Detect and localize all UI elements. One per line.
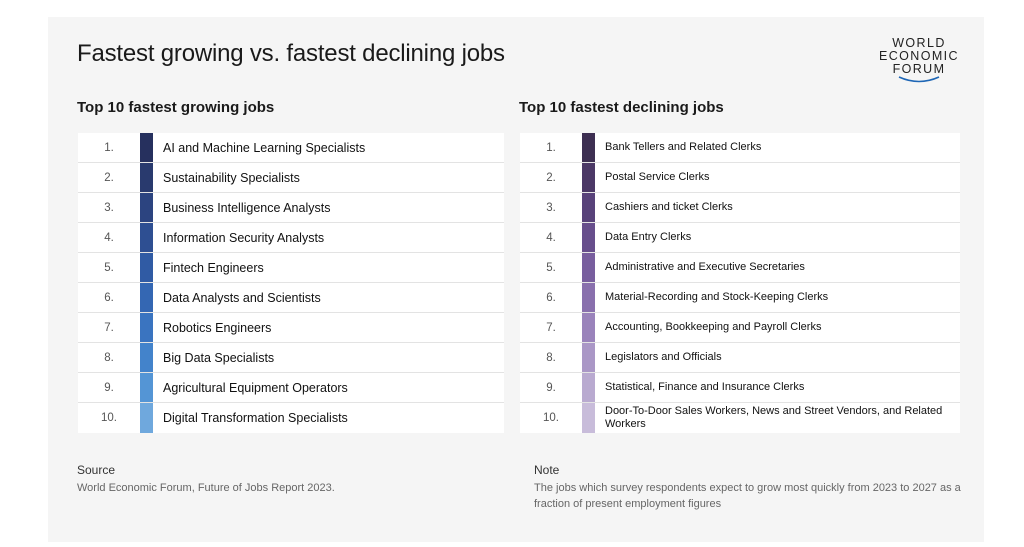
declining-job-row: 1. Bank Tellers and Related Clerks <box>520 133 960 163</box>
declining-job-rank: 1. <box>546 141 556 154</box>
declining-job-color-bar <box>582 403 595 433</box>
growing-job-rank: 8. <box>104 351 114 364</box>
source-text: World Economic Forum, Future of Jobs Rep… <box>77 482 335 494</box>
growing-job-label: Robotics Engineers <box>163 320 272 335</box>
growing-job-color-bar <box>140 343 153 372</box>
growing-job-rank: 7. <box>104 321 114 334</box>
declining-job-row: 10. Door-To-Door Sales Workers, News and … <box>520 403 960 433</box>
declining-job-label: Bank Tellers and Related Clerks <box>605 141 762 153</box>
declining-job-color-bar <box>582 193 595 222</box>
growing-job-rank: 4. <box>104 231 114 244</box>
declining-job-rank: 4. <box>546 231 556 244</box>
infographic-card: Fastest growing vs. fastest declining jo… <box>48 17 984 542</box>
growing-job-row: 2. Sustainability Specialists <box>78 163 504 193</box>
growing-job-label: Sustainability Specialists <box>163 170 300 185</box>
growing-job-row: 8. Big Data Specialists <box>78 343 504 373</box>
growing-job-label: Business Intelligence Analysts <box>163 200 331 215</box>
growing-job-label: Data Analysts and Scientists <box>163 290 321 305</box>
growing-job-row: 9. Agricultural Equipment Operators <box>78 373 504 403</box>
growing-job-color-bar <box>140 253 153 282</box>
growing-job-rank: 3. <box>104 201 114 214</box>
growing-job-rank: 9. <box>104 381 114 394</box>
growing-job-row: 4. Information Security Analysts <box>78 223 504 253</box>
declining-job-rank: 7. <box>546 321 556 334</box>
declining-job-rank: 6. <box>546 291 556 304</box>
growing-job-row: 3. Business Intelligence Analysts <box>78 193 504 223</box>
declining-job-rank: 9. <box>546 381 556 394</box>
declining-job-rank: 8. <box>546 351 556 364</box>
logo-arc-icon <box>898 76 940 83</box>
declining-job-color-bar <box>582 223 595 252</box>
growing-job-color-bar <box>140 403 153 433</box>
declining-jobs-list: 1. Bank Tellers and Related Clerks 2. Posta… <box>520 133 960 433</box>
declining-job-row: 4. Data Entry Clerks <box>520 223 960 253</box>
growing-job-color-bar <box>140 373 153 402</box>
declining-job-rank: 3. <box>546 201 556 214</box>
declining-job-label: Legislators and Officials <box>605 351 722 363</box>
growing-job-label: Fintech Engineers <box>163 260 264 275</box>
growing-job-rank: 10. <box>101 412 117 424</box>
growing-job-label: AI and Machine Learning Specialists <box>163 140 366 155</box>
declining-job-row: 5. Administrative and Executive Secretari… <box>520 253 960 283</box>
declining-job-color-bar <box>582 163 595 192</box>
growing-job-label: Digital Transformation Specialists <box>163 411 348 425</box>
declining-job-label: Cashiers and ticket Clerks <box>605 201 733 213</box>
growing-job-color-bar <box>140 223 153 252</box>
declining-job-color-bar <box>582 133 595 162</box>
growing-job-row: 7. Robotics Engineers <box>78 313 504 343</box>
growing-job-color-bar <box>140 193 153 222</box>
growing-job-label: Agricultural Equipment Operators <box>163 380 348 395</box>
declining-job-row: 6. Material-Recording and Stock-Keeping C… <box>520 283 960 313</box>
growing-job-row: 10. Digital Transformation Specialists <box>78 403 504 433</box>
declining-job-label: Door-To-Door Sales Workers, News and Str… <box>605 405 943 430</box>
growing-job-rank: 1. <box>104 141 114 154</box>
declining-job-row: 8. Legislators and Officials <box>520 343 960 373</box>
logo-line-1: WORLD <box>892 36 946 50</box>
note-heading: Note <box>534 463 560 477</box>
declining-job-label: Postal Service Clerks <box>605 171 710 183</box>
declining-job-color-bar <box>582 253 595 282</box>
growing-job-rank: 5. <box>104 261 114 274</box>
logo-line-3: FORUM <box>892 62 946 76</box>
declining-job-rank: 10. <box>543 412 559 424</box>
growing-job-color-bar <box>140 283 153 312</box>
declining-job-row: 9. Statistical, Finance and Insurance Cle… <box>520 373 960 403</box>
declining-job-rank: 5. <box>546 261 556 274</box>
source-heading: Source <box>77 463 116 477</box>
declining-job-label: Administrative and Executive Secretaries <box>605 261 805 273</box>
declining-job-row: 2. Postal Service Clerks <box>520 163 960 193</box>
growing-job-color-bar <box>140 163 153 192</box>
wef-logo: WORLD ECONOMIC FORUM <box>871 37 967 107</box>
page-title: Fastest growing vs. fastest declining jo… <box>77 40 505 67</box>
declining-job-color-bar <box>582 343 595 372</box>
growing-job-color-bar <box>140 133 153 162</box>
growing-job-label: Big Data Specialists <box>163 350 275 365</box>
growing-job-row: 5. Fintech Engineers <box>78 253 504 283</box>
declining-job-label: Accounting, Bookkeeping and Payroll Cler… <box>605 321 822 333</box>
note-text: The jobs which survey respondents expect… <box>534 482 961 510</box>
declining-job-color-bar <box>582 313 595 342</box>
growing-job-rank: 2. <box>104 171 114 184</box>
growing-job-label: Information Security Analysts <box>163 230 325 245</box>
declining-job-label: Data Entry Clerks <box>605 231 692 243</box>
declining-job-row: 3. Cashiers and ticket Clerks <box>520 193 960 223</box>
growing-job-row: 1. AI and Machine Learning Specialists <box>78 133 504 163</box>
growing-jobs-list: 1. AI and Machine Learning Specialists 2. S… <box>78 133 504 433</box>
declining-job-label: Material-Recording and Stock-Keeping Cle… <box>605 291 829 303</box>
declining-heading: Top 10 fastest declining jobs <box>519 99 724 116</box>
logo-line-2: ECONOMIC <box>879 49 959 63</box>
declining-job-color-bar <box>582 283 595 312</box>
declining-job-label: Statistical, Finance and Insurance Clerk… <box>605 381 805 393</box>
declining-job-color-bar <box>582 373 595 402</box>
growing-job-row: 6. Data Analysts and Scientists <box>78 283 504 313</box>
declining-job-rank: 2. <box>546 171 556 184</box>
growing-heading: Top 10 fastest growing jobs <box>77 99 275 116</box>
declining-job-row: 7. Accounting, Bookkeeping and Payroll Cl… <box>520 313 960 343</box>
growing-job-rank: 6. <box>104 291 114 304</box>
growing-job-color-bar <box>140 313 153 342</box>
